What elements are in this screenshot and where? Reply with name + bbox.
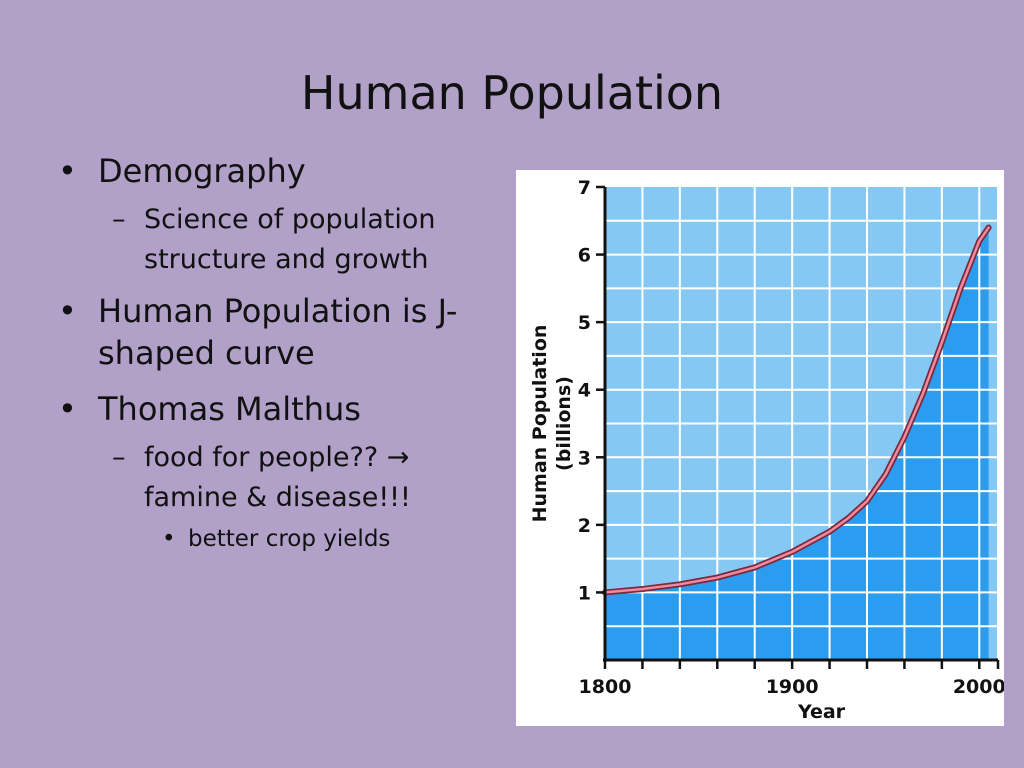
sub-sub-bullet-marker: •: [162, 526, 176, 552]
population-chart-svg: 1 2 3 4 5 6 7 1800 1900 2000 Year Human Population(…: [529, 177, 1004, 723]
y-tick-label: 1: [578, 582, 591, 604]
sub-bullet-text: food for people?? → famine & disease!!!: [144, 442, 411, 513]
bullet-malthus: • Thomas Malthus: [58, 388, 498, 430]
y-tick-label: 3: [578, 447, 591, 469]
y-tick-label: 7: [578, 177, 591, 199]
sub-bullet-marker: –: [112, 442, 126, 473]
population-curve: [603, 226, 990, 594]
y-axis-title: Human Population: [529, 325, 551, 523]
sub-bullet-marker: –: [112, 204, 126, 235]
y-axis-title: (billions): [553, 376, 575, 471]
bullet-marker: •: [58, 292, 77, 330]
sub-sub-bullet-text: better crop yields: [188, 526, 391, 552]
sub-bullet-malthus-famine: – food for people?? → famine & disease!!…: [58, 438, 498, 518]
y-tick-label: 6: [578, 245, 591, 267]
y-tick-label: 2: [578, 515, 591, 537]
x-axis-title: Year: [797, 701, 846, 723]
bullet-marker: •: [58, 152, 77, 190]
x-tick-label: 1900: [766, 676, 819, 698]
population-area: [605, 227, 989, 661]
population-chart: 1 2 3 4 5 6 7 1800 1900 2000 Year Human Population(…: [516, 170, 1004, 726]
x-tick-label: 1800: [579, 676, 632, 698]
bullet-list: • Demography – Science of population str…: [58, 150, 498, 554]
bullet-text: Thomas Malthus: [98, 390, 361, 428]
sub-bullet-text: Science of population structure and grow…: [144, 204, 436, 275]
bullet-text: Human Population is J-shaped curve: [98, 292, 458, 372]
sub-sub-bullet-crop-yields: • better crop yields: [58, 524, 498, 554]
bullet-demography: • Demography: [58, 150, 498, 192]
bullet-text: Demography: [98, 152, 306, 190]
slide-title: Human Population: [300, 66, 724, 120]
x-tick-label: 2000: [953, 676, 1004, 698]
bullet-marker: •: [58, 390, 77, 428]
sub-bullet-demography-definition: – Science of population structure and gr…: [58, 200, 498, 280]
bullet-j-curve: • Human Population is J-shaped curve: [58, 290, 498, 374]
y-tick-label: 5: [578, 312, 591, 334]
y-tick-label: 4: [578, 380, 591, 402]
